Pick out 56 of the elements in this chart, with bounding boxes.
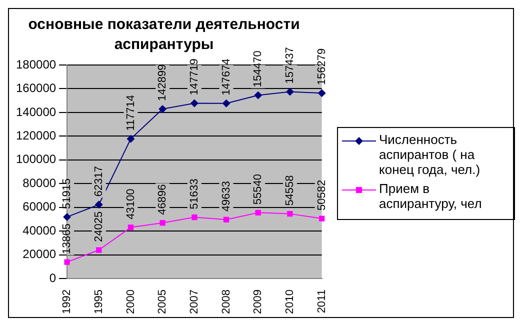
point xyxy=(190,99,198,108)
point xyxy=(318,89,326,98)
data-label: 147719 xyxy=(188,58,200,96)
point xyxy=(128,224,134,230)
point xyxy=(94,200,103,209)
point xyxy=(126,134,135,143)
y-tick-label: 0 xyxy=(49,270,56,285)
point xyxy=(255,210,261,216)
data-label: 55540 xyxy=(252,174,264,205)
data-label: 154470 xyxy=(252,50,264,88)
x-tick-label: 1995 xyxy=(92,290,105,314)
x-tick-label: 2011 xyxy=(316,290,328,314)
data-label: 157437 xyxy=(284,47,296,84)
data-label: 54558 xyxy=(284,175,296,206)
data-label: 43100 xyxy=(124,188,137,220)
point xyxy=(160,220,166,226)
x-tick-label: 2010 xyxy=(284,290,296,314)
x-tick-label: 1992 xyxy=(61,290,74,314)
x-tick-label: 2008 xyxy=(220,290,232,314)
x-tick-label: 2007 xyxy=(188,290,200,314)
point xyxy=(64,259,70,265)
point xyxy=(222,99,230,108)
y-tick-label: 20000 xyxy=(22,247,56,262)
x-tick-label: 2009 xyxy=(252,290,264,314)
point xyxy=(254,91,262,100)
point xyxy=(63,212,72,221)
x-tick-label: 2005 xyxy=(156,290,169,314)
legend-label: Прием в аспирантуру, чел xyxy=(379,181,483,211)
point xyxy=(223,216,230,222)
data-label: 13865 xyxy=(61,223,74,254)
data-label: 49633 xyxy=(220,181,232,212)
y-tick-label: 160000 xyxy=(16,81,56,96)
y-tick-label: 140000 xyxy=(16,104,56,119)
legend-label: Численность аспирантов ( на конец года, чел.) xyxy=(379,132,482,177)
y-tick-label: 120000 xyxy=(16,128,56,142)
y-tick-label: 80000 xyxy=(22,176,56,190)
point xyxy=(96,247,102,253)
data-label: 117714 xyxy=(124,95,137,131)
data-label: 46896 xyxy=(156,184,169,215)
data-label: 142899 xyxy=(156,64,169,102)
y-tick-label: 180000 xyxy=(16,57,56,72)
point xyxy=(158,105,167,114)
data-label: 24025 xyxy=(92,211,105,242)
point xyxy=(286,88,294,96)
x-tick-label: 2000 xyxy=(124,290,137,314)
data-label: 147674 xyxy=(220,58,232,96)
data-label: 51633 xyxy=(188,178,200,210)
point xyxy=(287,210,293,217)
point xyxy=(318,216,325,222)
data-label: 62317 xyxy=(92,166,105,197)
y-tick-label: 60000 xyxy=(22,200,56,214)
data-label: 50582 xyxy=(316,180,328,211)
y-tick-label: 100000 xyxy=(16,152,56,166)
data-label: 156279 xyxy=(316,48,328,86)
point xyxy=(192,214,198,220)
y-tick-label: 40000 xyxy=(22,223,56,238)
